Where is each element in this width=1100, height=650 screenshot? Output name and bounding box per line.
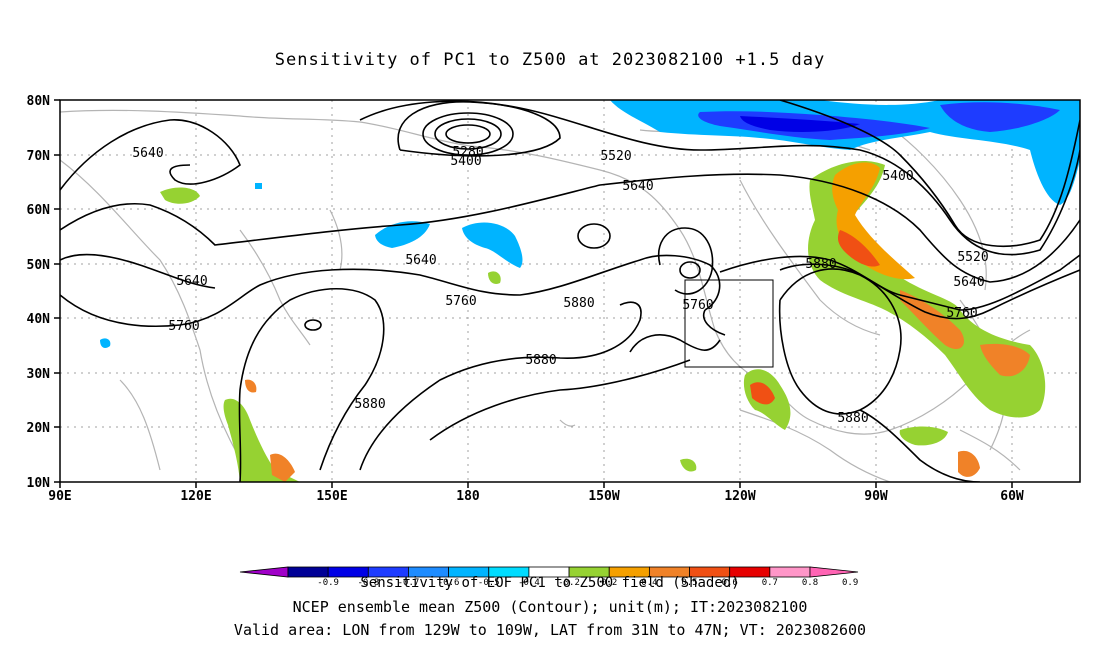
lon-label: 120E [180, 489, 211, 504]
lat-label: 60N [27, 203, 51, 218]
shaded-sensitivity [100, 100, 1080, 482]
colorbar-tick-label: -0.7 [398, 578, 420, 588]
lon-label: 90W [864, 489, 888, 504]
lon-label: 90E [48, 489, 71, 504]
colorbar-tick-label: -0.8 [357, 578, 379, 588]
contour-label: 5520 [600, 149, 631, 164]
map-frame [59, 99, 1081, 483]
caption-contour: NCEP ensemble mean Z500 (Contour); unit(… [292, 598, 808, 616]
lat-label: 80N [27, 94, 51, 109]
contour-label: 5400 [882, 169, 913, 184]
map-title: Sensitivity of PC1 to Z500 at 2023082100… [274, 50, 826, 70]
lon-label: 180 [456, 489, 480, 504]
colorbar-tick-label: 0.9 [842, 578, 858, 588]
colorbar-tick-label: 0.2 [601, 578, 617, 588]
colorbar-tick-label: -0.9 [317, 578, 339, 588]
contour-label: 5400 [450, 154, 481, 169]
map-area [60, 100, 1080, 482]
caption-valid-area: Valid area: LON from 129W to 109W, LAT f… [233, 621, 867, 639]
contour-label: 5760 [445, 294, 476, 309]
colorbar-tick-label: 0.6 [722, 578, 738, 588]
colorbar-tick-label: -0.6 [438, 578, 460, 588]
contour-label: 5640 [405, 253, 436, 268]
contour-label: 5640 [953, 275, 984, 290]
contour-label: 5760 [682, 298, 713, 313]
lat-label: 10N [27, 476, 51, 491]
lon-label: 150E [316, 489, 347, 504]
contour-label: 5760 [168, 319, 199, 334]
contour-label: 5640 [622, 179, 653, 194]
contour-label: 5880 [805, 257, 836, 272]
lat-label: 70N [27, 149, 51, 164]
valid-area-box [684, 279, 774, 368]
contour-label: 5760 [946, 306, 977, 321]
colorbar-tick-label: -0.5 [478, 578, 500, 588]
contour-label: 5520 [957, 250, 988, 265]
contour-label: 5280 [452, 145, 483, 160]
lat-label: 30N [27, 367, 51, 382]
lon-label: 120W [724, 489, 755, 504]
contour-label: 5640 [132, 146, 163, 161]
colorbar: -0.9 -0.8 -0.7 -0.6 -0.5 -0.4 -0.2 0.2 0.4 0.5 0.6… [239, 566, 859, 588]
contour-label: 5880 [525, 353, 556, 368]
contour-label: 5880 [563, 296, 594, 311]
contour-label: 5640 [176, 274, 207, 289]
colorbar-end-high [809, 566, 859, 578]
lon-label: 60W [1000, 489, 1024, 504]
colorbar-tick-label: -0.2 [558, 578, 580, 588]
colorbar-tick-label: -0.4 [518, 578, 540, 588]
z500-contours [60, 100, 1080, 482]
frame-ticks [54, 99, 1013, 488]
contour-label: 5880 [837, 411, 868, 426]
lat-label: 50N [27, 258, 51, 273]
contour-label: 5880 [354, 397, 385, 412]
colorbar-tick-label: 0.8 [802, 578, 818, 588]
colorbar-tick-label: 0.5 [681, 578, 697, 588]
colorbar-tick-label: 0.7 [762, 578, 778, 588]
lat-label: 20N [27, 421, 51, 436]
colorbar-tick-label: 0.4 [641, 578, 657, 588]
lat-label: 40N [27, 312, 51, 327]
lon-label: 150W [588, 489, 619, 504]
caption-shading: Sensitivity of EOF PC1 to Z500 field (Sh… [360, 575, 740, 591]
